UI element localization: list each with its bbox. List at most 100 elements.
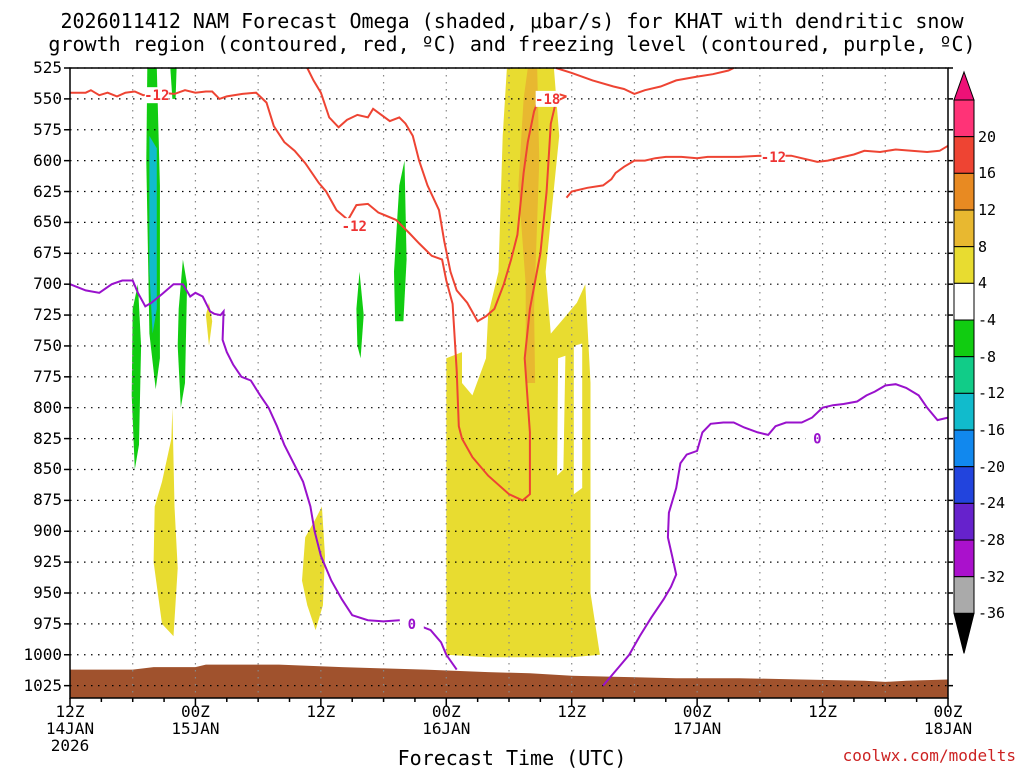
x-tick-label-6: 12Z <box>783 703 863 720</box>
colorbar-label-2: 12 <box>978 201 997 219</box>
x-tick-label-3-line-2: 16JAN <box>422 719 471 738</box>
y-tick-label-725: 725 <box>33 305 62 325</box>
omega-shade-7 <box>170 68 177 99</box>
colorbar-label-1: 16 <box>978 164 997 183</box>
colorbar-label-12: -32 <box>978 567 1006 586</box>
colorbar-label-7: -12 <box>978 384 1006 403</box>
colorbar-swatch-0 <box>953 99 975 138</box>
contour-red-upper <box>70 89 349 221</box>
contour-red-18 <box>347 95 567 502</box>
y-tick-label-975: 975 <box>33 613 62 633</box>
x-tick-label-7: 00Z 18JAN <box>908 703 988 737</box>
colorbar-swatch-13 <box>953 576 975 614</box>
contour-label-bg-2 <box>535 90 560 107</box>
contour-label-bg-4 <box>399 615 424 632</box>
colorbar-label-11: -28 <box>978 531 1006 550</box>
y-tick-label-700: 700 <box>33 274 62 294</box>
omega-shade-8 <box>131 284 142 470</box>
y-tick-label-900: 900 <box>33 521 62 541</box>
y-tick-label-875: 875 <box>33 490 62 510</box>
colorbar-swatch-5 <box>953 282 975 321</box>
x-axis-title: Forecast Time (UTC) <box>397 746 627 768</box>
chart-title-line2: growth region (contoured, red, ºC) and f… <box>48 32 976 56</box>
colorbar-swatch-10 <box>953 466 975 504</box>
x-tick-label-0-line-2: 14JAN <box>45 719 95 738</box>
x-tick-label-5: 00Z 17JAN <box>657 703 737 737</box>
contour-label-3: -12 <box>761 150 786 166</box>
contour-red-top-right <box>555 67 735 95</box>
y-tick-label-750: 750 <box>33 335 62 355</box>
y-tick-label-650: 650 <box>33 212 62 232</box>
omega-shade-2 <box>153 407 178 637</box>
chart-title-line1: 2026011412 NAM Forecast Omega (shaded, μ… <box>60 9 964 33</box>
x-tick-label-4: 12Z <box>532 703 612 720</box>
colorbar-swatch-11 <box>953 502 975 541</box>
colorbar-label-10: -24 <box>978 494 1006 513</box>
contour-label-5: 0 <box>813 432 821 448</box>
omega-hole-0 <box>573 343 583 495</box>
omega-shade-11 <box>394 160 407 322</box>
contour-label-0: -12 <box>144 88 169 104</box>
colorbar-label-5: -4 <box>978 311 997 330</box>
x-tick-label-1-line-1: 00Z <box>180 702 210 721</box>
contour-purple-right <box>602 383 949 687</box>
contour-label-bg-0 <box>144 87 169 104</box>
x-tick-label-0: 12Z 14JAN 2026 <box>30 703 110 754</box>
y-tick-label-550: 550 <box>33 88 62 108</box>
omega-shade-3 <box>302 506 325 631</box>
x-tick-label-5-line-1: 00Z <box>682 702 712 721</box>
colorbar-swatch-7 <box>953 356 975 394</box>
contour-label-bg-5 <box>805 430 830 447</box>
y-tick-label-600: 600 <box>33 150 62 170</box>
x-tick-label-1: 00Z 15JAN <box>155 703 235 737</box>
contour-label-1: -12 <box>342 219 367 235</box>
y-tick-label-850: 850 <box>33 459 62 479</box>
y-tick-label-1025: 1025 <box>23 675 62 695</box>
credit-text: coolwx.com/modelts <box>842 746 1016 765</box>
x-tick-label-7-line-2: 18JAN <box>923 719 973 738</box>
x-tick-label-0-line-3: 2026 <box>50 736 90 755</box>
omega-shade-10 <box>356 271 364 359</box>
x-tick-label-3-line-1: 00Z <box>431 702 461 721</box>
x-tick-label-2: 12Z <box>281 703 361 720</box>
y-tick-label-950: 950 <box>33 583 62 602</box>
contour-label-4: 0 <box>408 617 416 633</box>
colorbar-label-3: 8 <box>978 237 988 256</box>
colorbar-label-13: -36 <box>978 604 1006 623</box>
omega-hole-1 <box>557 355 566 476</box>
x-tick-label-6-line-1: 12Z <box>808 702 838 721</box>
y-tick-label-800: 800 <box>33 397 62 417</box>
contour-purple-left <box>69 279 458 671</box>
colorbar-swatch-3 <box>953 209 975 248</box>
x-tick-label-0-line-1: 12Z <box>55 702 85 721</box>
colorbar-swatch-6 <box>953 319 975 358</box>
y-tick-label-925: 925 <box>33 552 62 572</box>
y-tick-label-675: 675 <box>33 243 62 263</box>
colorbar-swatch-4 <box>953 246 975 284</box>
omega-shade-0 <box>446 68 600 658</box>
colorbar-swatch-9 <box>953 429 975 468</box>
colorbar-label-4: 4 <box>978 274 988 293</box>
contour-label-bg-3 <box>761 148 786 165</box>
y-tick-label-825: 825 <box>33 428 62 448</box>
y-tick-label-1000: 1000 <box>23 644 62 664</box>
contour-label-2: -18 <box>535 92 560 108</box>
colorbar-label-9: -20 <box>978 457 1006 476</box>
colorbar-label-8: -16 <box>978 421 1006 440</box>
y-tick-label-775: 775 <box>33 366 62 386</box>
contour-red-right <box>565 144 949 199</box>
x-tick-label-4-line-1: 12Z <box>557 702 587 721</box>
x-tick-label-7-line-1: 00Z <box>933 702 963 721</box>
omega-shade-1 <box>518 68 540 383</box>
colorbar-swatch-1 <box>953 136 975 174</box>
x-tick-label-5-line-2: 17JAN <box>673 719 722 738</box>
omega-shade-4 <box>205 302 213 346</box>
y-tick-label-625: 625 <box>33 181 62 201</box>
colorbar-bottom-arrow <box>953 612 975 654</box>
colorbar-swatch-8 <box>953 392 975 431</box>
contour-red-middle <box>306 67 567 323</box>
omega-shade-9 <box>177 259 188 408</box>
y-tick-label-575: 575 <box>33 119 62 139</box>
